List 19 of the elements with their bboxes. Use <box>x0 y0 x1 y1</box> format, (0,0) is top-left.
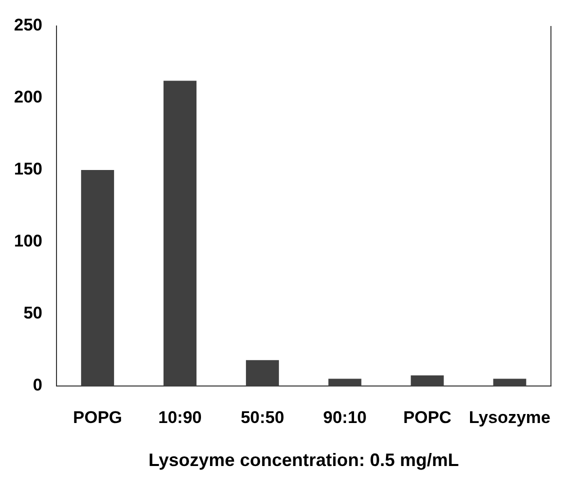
x-tick-label: POPG <box>73 408 122 427</box>
x-tick-label: POPC <box>403 408 452 427</box>
bar <box>493 378 526 386</box>
y-tick-label: 150 <box>14 160 42 179</box>
bar <box>164 80 196 386</box>
y-tick-label: 0 <box>32 376 42 395</box>
bar <box>246 360 279 386</box>
x-tick-label: Lysozyme <box>468 408 551 427</box>
x-axis-title: Lysozyme concentration: 0.5 mg/mL <box>148 450 459 470</box>
bar <box>81 170 114 386</box>
y-tick-label: 200 <box>14 88 42 107</box>
x-tick-label: 90:10 <box>323 408 367 427</box>
y-tick-label: 100 <box>14 232 42 251</box>
x-tick-label: 10:90 <box>158 408 202 427</box>
x-tick-label: 50:50 <box>240 408 284 427</box>
bar <box>328 378 362 386</box>
bar <box>410 375 444 386</box>
y-tick-label: 50 <box>23 304 42 323</box>
y-tick-label: 250 <box>14 16 42 35</box>
